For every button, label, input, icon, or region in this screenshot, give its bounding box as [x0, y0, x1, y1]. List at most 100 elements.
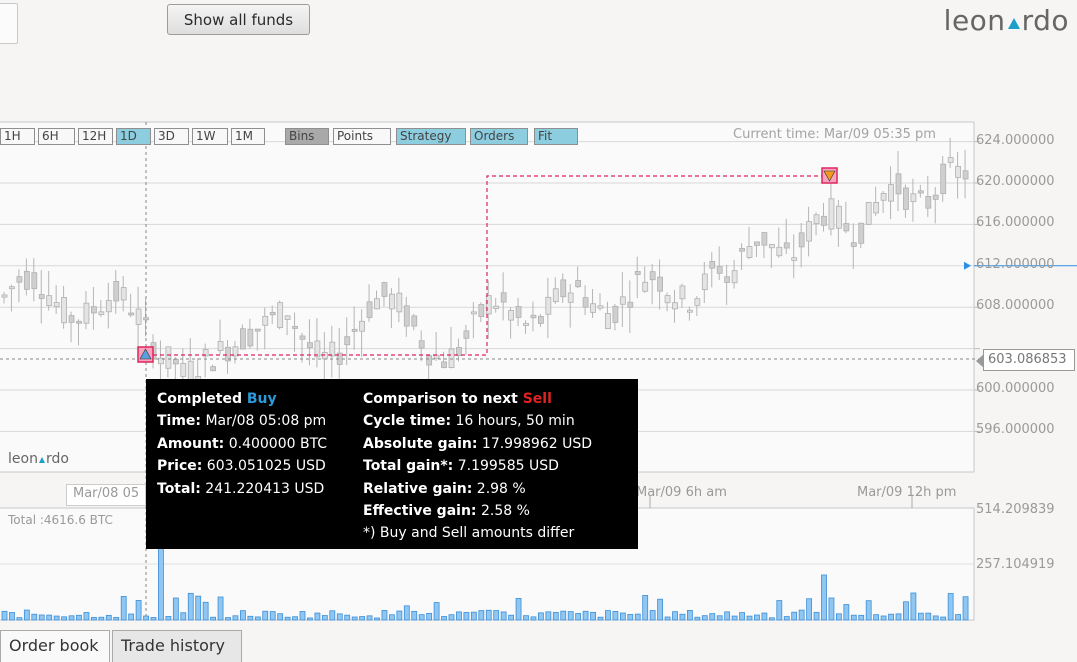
volume-bar [754, 614, 760, 621]
toolbar-button-1m[interactable]: 1M [231, 128, 265, 145]
tooltip-row: Total gain*: 7.199585 USD [363, 458, 559, 475]
toolbar-button-1d[interactable]: 1D [116, 128, 151, 145]
candle-body [508, 310, 515, 321]
toolbar-button-12h[interactable]: 12H [78, 128, 113, 145]
candle-body [202, 349, 209, 357]
candle-body [292, 326, 298, 329]
candle-body [53, 302, 60, 308]
toolbar-button-6h[interactable]: 6H [38, 128, 75, 145]
volume-bar [359, 616, 366, 621]
volume-bar [783, 616, 790, 621]
volume-bar [314, 612, 321, 621]
candle-body [590, 303, 596, 313]
candle-body [158, 357, 164, 365]
volume-bar [575, 613, 582, 621]
tooltip-comparison-title: Comparison to next Sell [363, 391, 552, 407]
toolbar-button-orders[interactable]: Orders [470, 128, 528, 145]
candle-body [98, 311, 105, 315]
volume-bar [105, 614, 112, 621]
tooltip-row: Relative gain: 2.98 % [363, 480, 526, 497]
volume-bar [836, 613, 842, 621]
volume-bar [605, 610, 611, 621]
candle-body [9, 286, 15, 290]
volume-bar [277, 613, 284, 621]
candle-body [493, 305, 500, 309]
tooltip-comparison-column: Comparison to next Sell Cycle time: 16 h… [363, 388, 592, 545]
volume-bar [746, 615, 753, 621]
candle-body [806, 221, 812, 242]
candle-body [247, 328, 254, 347]
volume-bar [83, 612, 90, 621]
candle-body [552, 288, 559, 303]
volume-bar [456, 611, 462, 621]
volume-bar [217, 596, 224, 621]
candle-body [597, 305, 604, 309]
volume-bar [98, 616, 105, 621]
watermark-triangle-icon [38, 457, 45, 463]
candle-body [530, 314, 537, 319]
sell-triangle-icon [823, 170, 836, 182]
tab-trade-history[interactable]: Trade history [112, 630, 242, 662]
toolbar-button-3d[interactable]: 3D [154, 128, 189, 145]
toolbar-button-points[interactable]: Points [333, 128, 391, 145]
volume-bar [932, 615, 939, 621]
candle-body [135, 308, 142, 325]
candle-body [828, 198, 835, 230]
candle-body [31, 272, 38, 290]
candle-body [351, 328, 358, 332]
volume-bar [150, 617, 157, 621]
volume-bar [910, 592, 917, 621]
volume-bar [135, 600, 142, 621]
toolbar-button-bins[interactable]: Bins [285, 128, 329, 145]
logo-triangle-icon [1007, 18, 1020, 29]
volume-bar [731, 615, 738, 621]
volume-bar [925, 612, 932, 621]
volume-bar [739, 612, 745, 621]
input-box[interactable] [0, 3, 18, 44]
volume-bar [813, 611, 820, 621]
candle-body [172, 359, 179, 365]
volume-bar [664, 616, 671, 621]
toolbar-button-1w[interactable]: 1W [192, 128, 228, 145]
candle-body [105, 300, 112, 313]
candle-body [910, 193, 917, 203]
candle-body [225, 346, 231, 362]
volume-bar [128, 613, 135, 621]
candle-body [947, 157, 954, 163]
volume-bar [61, 616, 67, 621]
candle-body [567, 292, 574, 303]
candle-body [68, 315, 75, 323]
candle-body [895, 173, 902, 195]
volume-bar [508, 614, 515, 621]
volume-bar [344, 614, 351, 621]
candle-body [448, 348, 455, 368]
candle-body [113, 281, 120, 302]
current-price-label: 603.086853 [976, 349, 1075, 371]
candle-body [798, 232, 805, 248]
candle-body [739, 248, 745, 252]
candle-body [754, 241, 760, 246]
toolbar-button-1h[interactable]: 1H [0, 128, 35, 145]
candle-body [664, 295, 671, 304]
price-axis-tick: 608.000000 [976, 298, 1055, 314]
candle-body [262, 315, 269, 326]
toolbar-button-fit[interactable]: Fit [534, 128, 578, 145]
tooltip-row: Price: 603.051025 USD [157, 458, 326, 475]
volume-bar [523, 615, 529, 621]
tab-order-book[interactable]: Order book [0, 630, 110, 662]
candle-body [411, 315, 418, 327]
volume-bar [679, 613, 686, 621]
volume-bar [530, 616, 537, 621]
candle-body [903, 187, 909, 210]
volume-bar [441, 616, 447, 621]
show-all-funds-button[interactable]: Show all funds [167, 4, 310, 35]
candle-body [515, 306, 522, 318]
candle-body [456, 347, 462, 356]
volume-bar [962, 596, 969, 621]
leonardo-logo: leon rdo [943, 4, 1069, 37]
candle-body [321, 352, 328, 360]
candle-body [374, 298, 380, 310]
candle-body [672, 302, 678, 310]
toolbar-button-strategy[interactable]: Strategy [396, 128, 466, 145]
